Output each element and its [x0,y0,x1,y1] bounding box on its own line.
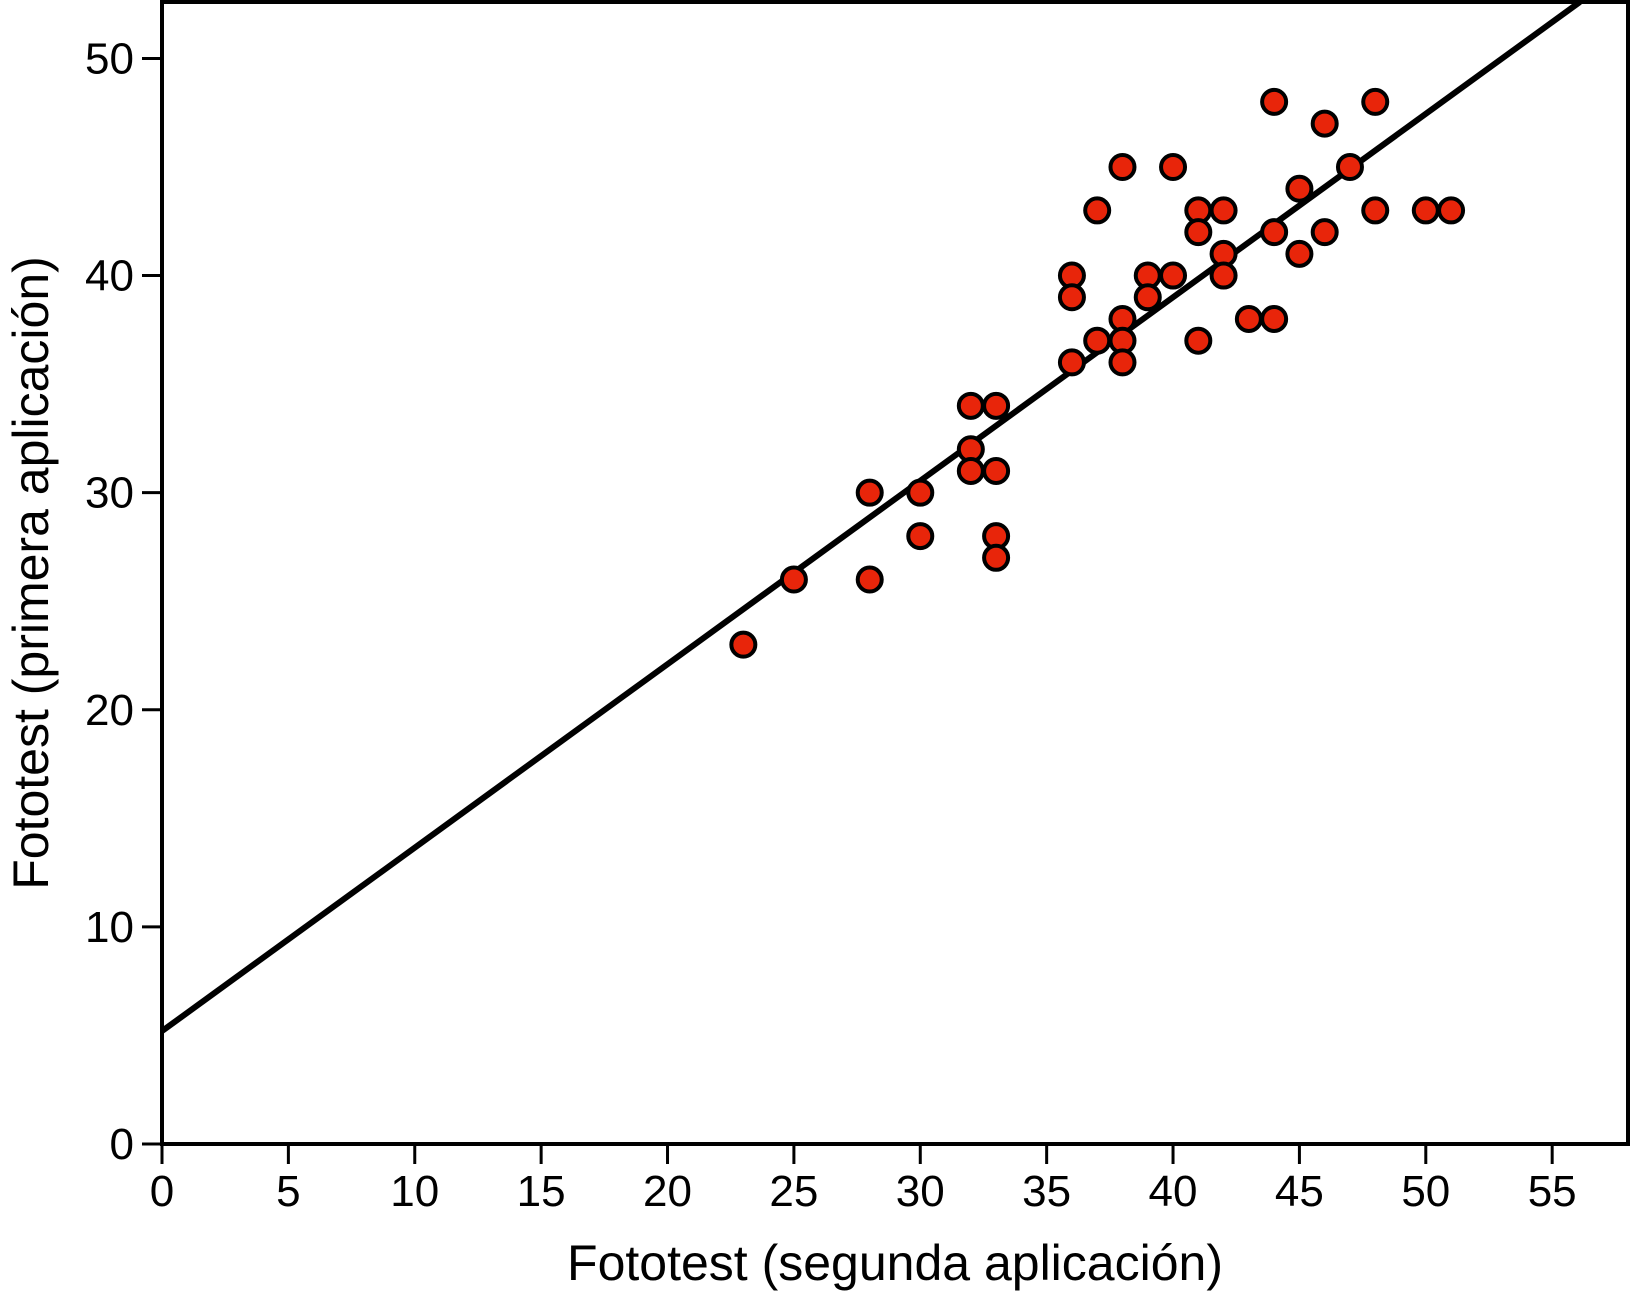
y-tick-label: 10 [85,903,134,952]
data-point [855,478,884,507]
data-point [1184,326,1213,355]
regression-line-group [160,0,1582,1034]
x-tick-label: 55 [1528,1167,1577,1216]
y-tick-label: 50 [85,34,134,83]
data-point [1133,283,1162,312]
data-point [1437,196,1466,225]
data-point [1083,326,1112,355]
x-tick-label: 5 [276,1167,300,1216]
data-point [1209,261,1238,290]
data-point [956,456,985,485]
data-point [1361,196,1390,225]
data-point [956,391,985,420]
x-tick-label: 10 [390,1167,439,1216]
data-point [1234,304,1263,333]
y-tick-label: 0 [110,1120,134,1169]
data-point [1260,87,1289,116]
data-point [1310,218,1339,247]
x-axis-title: Fototest (segunda aplicación) [567,1235,1223,1291]
x-tick-label: 35 [1022,1167,1071,1216]
plot-area [160,0,1630,1146]
data-point [1159,153,1188,182]
y-axis-title: Fototest (primera aplicación) [3,256,59,890]
x-tick-label: 40 [1149,1167,1198,1216]
y-axis: 0 10 20 30 40 50 [85,34,162,1169]
x-tick-label: 20 [643,1167,692,1216]
data-point [1260,304,1289,333]
regression-line [160,0,1582,1034]
y-tick-label: 30 [85,469,134,518]
data-point [1260,218,1289,247]
x-tick-label: 30 [896,1167,945,1216]
x-tick-label: 45 [1275,1167,1324,1216]
y-tick-label: 40 [85,252,134,301]
data-point [982,391,1011,420]
x-axis: 0 5 10 15 20 25 30 35 40 45 50 55 [150,1144,1577,1216]
data-point [1285,239,1314,268]
data-point [1209,196,1238,225]
data-point [1285,174,1314,203]
data-point [1411,196,1440,225]
data-point [1159,261,1188,290]
x-tick-label: 50 [1401,1167,1450,1216]
data-point [1361,87,1390,116]
data-point [1057,348,1086,377]
data-point [1108,153,1137,182]
data-point [1310,109,1339,138]
data-point [982,456,1011,485]
x-tick-label: 25 [769,1167,818,1216]
data-point [1184,218,1213,247]
data-point [982,543,1011,572]
x-tick-label: 0 [150,1167,174,1216]
x-tick-label: 15 [517,1167,566,1216]
data-point [906,478,935,507]
y-tick-label: 20 [85,686,134,735]
data-points [729,87,1466,659]
data-point [1108,348,1137,377]
data-point [855,565,884,594]
data-point [1083,196,1112,225]
plot-frame [160,0,1630,1146]
data-point [1335,153,1364,182]
data-point [779,565,808,594]
data-point [729,630,758,659]
data-point [906,522,935,551]
data-point [1057,283,1086,312]
